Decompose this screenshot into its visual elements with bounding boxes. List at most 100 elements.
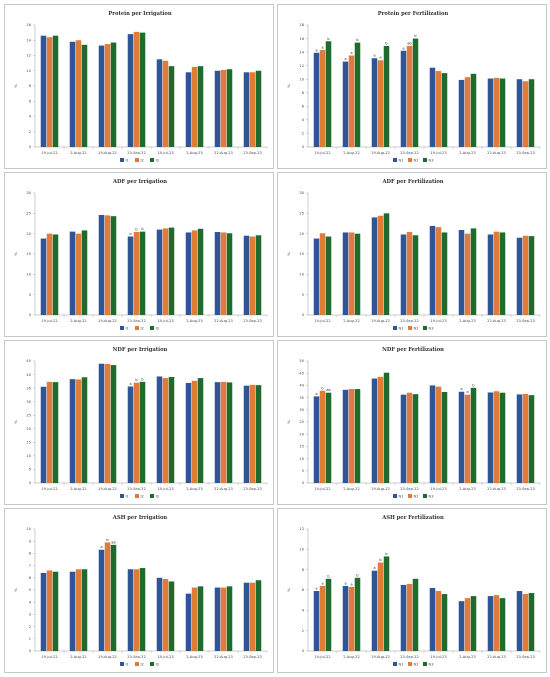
y-tick-label: 2 bbox=[302, 132, 304, 136]
bar bbox=[458, 391, 465, 483]
significance-label: a bbox=[100, 545, 102, 549]
bar bbox=[412, 235, 419, 315]
x-tick-label: 19-Aug-22 bbox=[371, 655, 390, 659]
y-tick-label: 25 bbox=[299, 212, 304, 216]
y-tick-label: 25 bbox=[299, 420, 304, 424]
bar bbox=[487, 78, 494, 147]
significance-label: b bbox=[141, 377, 143, 381]
y-tick-label: 16 bbox=[26, 23, 31, 27]
y-tick-label: 30 bbox=[26, 191, 31, 195]
bar bbox=[226, 382, 233, 483]
legend-label: N3 bbox=[429, 663, 434, 667]
x-tick-label: 23-Sep-23 bbox=[516, 319, 535, 323]
significance-label: a bbox=[321, 46, 323, 50]
significance-label: a bbox=[379, 56, 381, 60]
x-tick-label: 19-Jul-23 bbox=[157, 151, 173, 155]
significance-label: b bbox=[356, 38, 358, 42]
bar bbox=[156, 376, 163, 483]
bar bbox=[255, 235, 262, 315]
legend-label: I1 bbox=[126, 159, 129, 163]
x-tick-label: 19-Jul-22 bbox=[41, 655, 57, 659]
x-tick-label: 2-Aug-22 bbox=[70, 151, 86, 155]
bar bbox=[325, 41, 332, 148]
bar bbox=[133, 232, 140, 315]
bar bbox=[191, 66, 198, 147]
y-axis-label: % bbox=[287, 252, 291, 256]
bar bbox=[197, 378, 204, 483]
bar bbox=[243, 582, 250, 651]
bar bbox=[75, 379, 82, 483]
bar bbox=[249, 384, 256, 483]
bar bbox=[98, 45, 105, 147]
significance-label: b bbox=[356, 573, 358, 577]
y-tick-label: 10 bbox=[26, 273, 31, 277]
significance-label: b bbox=[414, 34, 416, 38]
significance-label: a bbox=[350, 582, 352, 586]
y-tick-label: 7 bbox=[29, 564, 31, 568]
x-tick-label: 2-Aug-23 bbox=[459, 487, 475, 491]
bar bbox=[412, 578, 419, 651]
x-tick-label: 19-Jul-23 bbox=[157, 319, 173, 323]
bar bbox=[412, 38, 419, 147]
bar bbox=[441, 73, 448, 147]
x-tick-label: 19-Aug-22 bbox=[98, 655, 117, 659]
bar bbox=[191, 587, 198, 651]
bar bbox=[139, 568, 146, 651]
x-tick-label: 19-Aug-22 bbox=[98, 487, 117, 491]
bar bbox=[383, 556, 390, 651]
bar bbox=[522, 81, 529, 147]
bar bbox=[354, 42, 361, 147]
chart-title: ADF per Fertilization bbox=[381, 179, 443, 185]
x-tick-label: 19-Jul-22 bbox=[41, 487, 57, 491]
y-tick-label: 6 bbox=[29, 576, 32, 580]
chart-title: ADF per Irrigation bbox=[112, 179, 167, 185]
bar bbox=[81, 569, 88, 651]
significance-label: a bbox=[344, 581, 346, 585]
y-axis-label: % bbox=[14, 252, 18, 256]
x-tick-label: 19-Aug-22 bbox=[371, 487, 390, 491]
x-tick-label: 2-Aug-22 bbox=[343, 319, 359, 323]
y-tick-label: 15 bbox=[26, 252, 31, 256]
bar bbox=[400, 234, 407, 315]
x-tick-label: 2-Aug-23 bbox=[186, 487, 202, 491]
y-tick-label: 10 bbox=[299, 548, 304, 552]
legend-swatch bbox=[393, 326, 397, 330]
bar bbox=[383, 213, 390, 315]
x-tick-label: 2-Aug-23 bbox=[459, 151, 475, 155]
y-tick-label: 5 bbox=[302, 293, 304, 297]
significance-label: a bbox=[321, 581, 323, 585]
bar bbox=[249, 72, 256, 147]
chart-svg: NDF per Irrigation 0 5 10 15 20 25 30 35 40 45% 19-… bbox=[14, 347, 268, 499]
bar bbox=[342, 61, 349, 147]
y-tick-label: 35 bbox=[26, 386, 31, 390]
legend-swatch bbox=[120, 158, 124, 162]
legend-label: I1 bbox=[126, 495, 129, 499]
y-tick-label: 30 bbox=[299, 408, 304, 412]
bar bbox=[516, 79, 523, 147]
y-tick-label: 5 bbox=[29, 588, 31, 592]
bar bbox=[133, 31, 140, 147]
bar bbox=[516, 394, 523, 483]
y-tick-label: 0 bbox=[29, 649, 32, 653]
y-tick-label: 20 bbox=[299, 232, 304, 236]
chart-svg: Protein per Irrigation 0 2 4 6 8 10 12 14 16% 19-J… bbox=[14, 11, 268, 163]
significance-label: a bbox=[344, 57, 346, 61]
bar bbox=[226, 233, 233, 315]
y-tick-label: 20 bbox=[299, 432, 304, 436]
bar bbox=[139, 381, 146, 483]
bar bbox=[52, 382, 59, 483]
bar bbox=[226, 69, 233, 147]
significance-label: ab bbox=[326, 388, 330, 392]
y-axis-label: % bbox=[287, 84, 291, 88]
legend-swatch bbox=[135, 158, 139, 162]
bar bbox=[168, 66, 175, 147]
y-tick-label: 10 bbox=[26, 527, 31, 531]
bar bbox=[383, 46, 390, 148]
significance-label: a bbox=[460, 387, 462, 391]
y-tick-label: 2 bbox=[29, 625, 31, 629]
bar bbox=[400, 394, 407, 483]
bar bbox=[400, 50, 407, 147]
x-tick-label: 19-Jul-22 bbox=[314, 487, 330, 491]
bar bbox=[342, 585, 349, 651]
